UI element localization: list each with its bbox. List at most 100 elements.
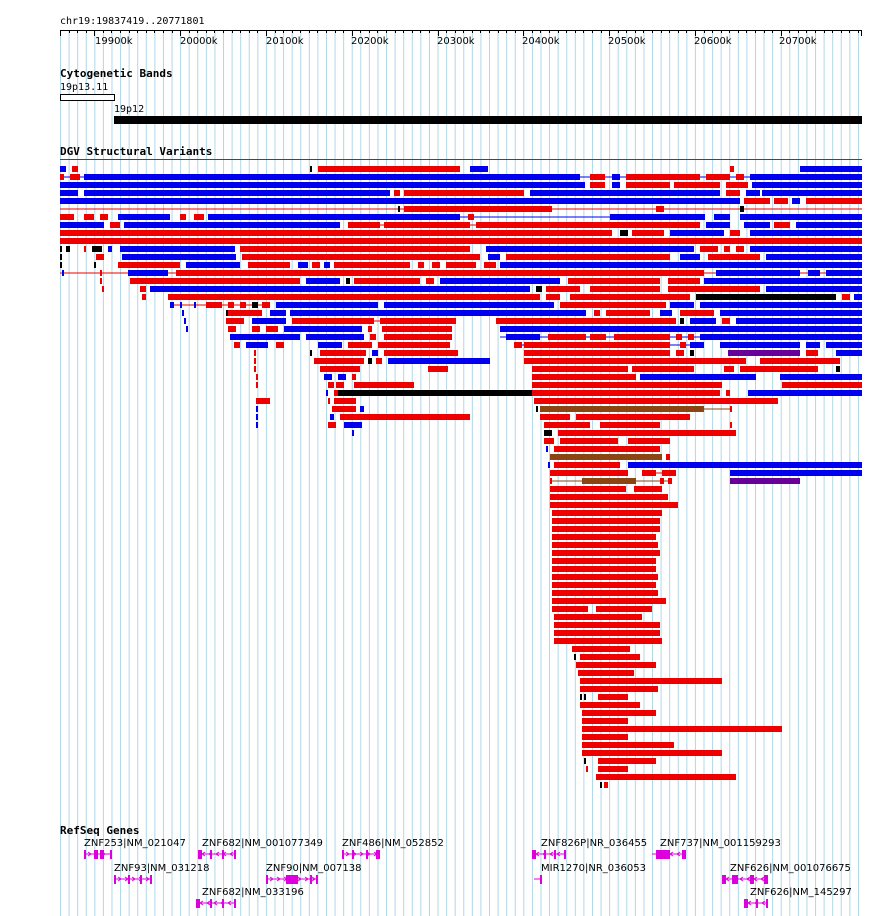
sv-segment[interactable] xyxy=(284,326,362,332)
gene-exon[interactable] xyxy=(766,899,768,908)
sv-segment[interactable] xyxy=(596,774,736,780)
sv-segment[interactable] xyxy=(590,182,605,188)
sv-segment[interactable] xyxy=(370,334,376,340)
sv-segment[interactable] xyxy=(534,398,778,404)
sv-segment[interactable] xyxy=(548,462,550,468)
sv-segment[interactable] xyxy=(230,334,300,340)
sv-segment[interactable] xyxy=(544,430,552,436)
sv-segment[interactable] xyxy=(550,454,662,460)
gene-exon[interactable] xyxy=(342,850,344,859)
sv-segment[interactable] xyxy=(336,382,344,388)
sv-segment[interactable] xyxy=(380,318,456,324)
sv-segment[interactable] xyxy=(628,462,862,468)
sv-segment[interactable] xyxy=(240,302,246,308)
sv-segment[interactable] xyxy=(714,214,730,220)
sv-segment[interactable] xyxy=(84,214,94,220)
sv-segment[interactable] xyxy=(800,166,862,172)
sv-segment[interactable] xyxy=(328,382,334,388)
sv-segment[interactable] xyxy=(100,270,102,276)
sv-segment[interactable] xyxy=(546,294,560,300)
sv-segment[interactable] xyxy=(506,334,540,340)
sv-segment[interactable] xyxy=(428,366,448,372)
sv-segment[interactable] xyxy=(596,606,652,612)
sv-segment[interactable] xyxy=(632,230,664,236)
gene-exon[interactable] xyxy=(222,899,224,908)
sv-segment[interactable] xyxy=(62,270,64,276)
sv-segment[interactable] xyxy=(554,614,642,620)
sv-segment[interactable] xyxy=(124,222,340,228)
sv-segment[interactable] xyxy=(670,302,694,308)
sv-segment[interactable] xyxy=(500,326,862,332)
sv-segment[interactable] xyxy=(550,478,552,484)
sv-segment[interactable] xyxy=(568,278,660,284)
sv-segment[interactable] xyxy=(578,670,634,676)
sv-segment[interactable] xyxy=(854,294,862,300)
sv-segment[interactable] xyxy=(486,246,694,252)
sv-segment[interactable] xyxy=(240,246,470,252)
sv-segment[interactable] xyxy=(676,334,682,340)
sv-segment[interactable] xyxy=(676,350,684,356)
sv-segment[interactable] xyxy=(762,190,862,196)
sv-segment[interactable] xyxy=(620,230,628,236)
sv-segment[interactable] xyxy=(806,342,820,348)
sv-segment[interactable] xyxy=(496,318,676,324)
sv-segment[interactable] xyxy=(730,406,732,412)
sv-segment[interactable] xyxy=(60,166,66,172)
sv-segment[interactable] xyxy=(610,214,705,220)
sv-segment[interactable] xyxy=(384,222,470,228)
sv-segment[interactable] xyxy=(130,278,300,284)
sv-segment[interactable] xyxy=(170,302,174,308)
sv-segment[interactable] xyxy=(292,318,374,324)
sv-segment[interactable] xyxy=(256,398,270,404)
sv-segment[interactable] xyxy=(688,334,694,340)
sv-segment[interactable] xyxy=(168,294,540,300)
sv-segment[interactable] xyxy=(586,766,588,772)
sv-segment[interactable] xyxy=(340,414,470,420)
sv-segment[interactable] xyxy=(346,278,350,284)
sv-segment[interactable] xyxy=(306,278,340,284)
sv-segment[interactable] xyxy=(384,302,554,308)
gene-exon[interactable] xyxy=(100,850,104,859)
sv-segment[interactable] xyxy=(426,278,434,284)
sv-segment[interactable] xyxy=(344,422,362,428)
sv-segment[interactable] xyxy=(642,470,656,476)
sv-segment[interactable] xyxy=(254,350,256,356)
sv-segment[interactable] xyxy=(298,262,308,268)
sv-segment[interactable] xyxy=(262,302,270,308)
sv-segment[interactable] xyxy=(440,278,560,284)
sv-segment[interactable] xyxy=(750,174,862,180)
sv-segment[interactable] xyxy=(60,230,612,236)
sv-segment[interactable] xyxy=(552,534,656,540)
sv-segment[interactable] xyxy=(716,270,800,276)
sv-segment[interactable] xyxy=(254,366,256,372)
sv-segment[interactable] xyxy=(708,254,760,260)
sv-segment[interactable] xyxy=(660,310,672,316)
sv-segment[interactable] xyxy=(500,262,862,268)
sv-segment[interactable] xyxy=(334,398,356,404)
sv-segment[interactable] xyxy=(574,654,576,660)
gene-exon[interactable] xyxy=(316,875,318,884)
sv-segment[interactable] xyxy=(580,694,582,700)
sv-segment[interactable] xyxy=(662,470,676,476)
sv-segment[interactable] xyxy=(560,302,666,308)
sv-segment[interactable] xyxy=(60,174,64,180)
sv-segment[interactable] xyxy=(730,422,732,428)
sv-segment[interactable] xyxy=(150,286,530,292)
sv-segment[interactable] xyxy=(310,350,312,356)
sv-segment[interactable] xyxy=(760,358,840,364)
sv-segment[interactable] xyxy=(432,262,440,268)
sv-segment[interactable] xyxy=(668,478,672,484)
gene-exon[interactable] xyxy=(234,899,236,908)
sv-segment[interactable] xyxy=(554,630,660,636)
sv-segment[interactable] xyxy=(70,174,80,180)
band-19p12[interactable] xyxy=(114,116,862,124)
sv-segment[interactable] xyxy=(604,782,608,788)
sv-segment[interactable] xyxy=(60,246,62,252)
sv-segment[interactable] xyxy=(690,318,716,324)
sv-segment[interactable] xyxy=(72,166,78,172)
sv-segment[interactable] xyxy=(746,190,760,196)
sv-segment[interactable] xyxy=(580,654,640,660)
sv-segment[interactable] xyxy=(184,318,186,324)
sv-segment[interactable] xyxy=(180,302,182,308)
sv-segment[interactable] xyxy=(354,382,414,388)
